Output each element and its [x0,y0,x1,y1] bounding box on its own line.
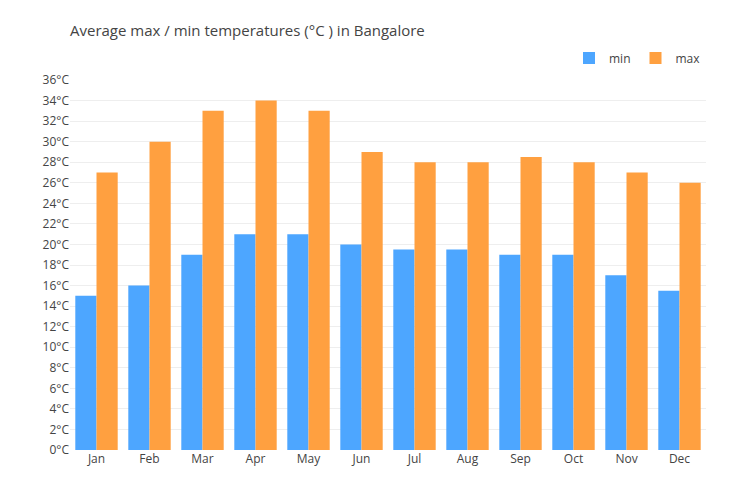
svg-text:14°C: 14°C [43,297,70,314]
svg-text:Aug: Aug [457,450,479,467]
svg-text:26°C: 26°C [43,174,70,191]
svg-text:30°C: 30°C [43,133,70,150]
svg-text:Jan: Jan [87,450,105,467]
svg-text:16°C: 16°C [43,277,70,294]
svg-text:Dec: Dec [669,450,690,467]
svg-text:Average max / min temperatures: Average max / min temperatures (°C ) in … [70,20,425,40]
svg-text:Nov: Nov [615,450,637,467]
svg-text:min: min [609,50,631,67]
svg-text:Sep: Sep [510,450,531,467]
svg-text:12°C: 12°C [43,318,70,335]
svg-text:6°C: 6°C [49,380,69,397]
svg-text:Mar: Mar [191,450,213,467]
svg-text:8°C: 8°C [49,359,69,376]
svg-text:36°C: 36°C [43,71,70,88]
svg-text:22°C: 22°C [43,215,70,232]
svg-text:May: May [297,450,321,467]
svg-text:28°C: 28°C [43,153,70,170]
svg-text:Jul: Jul [407,450,422,467]
svg-text:Feb: Feb [139,450,159,467]
svg-text:34°C: 34°C [43,92,70,109]
svg-text:Jun: Jun [352,450,371,467]
svg-text:20°C: 20°C [43,236,70,253]
svg-text:Oct: Oct [564,450,583,467]
svg-text:18°C: 18°C [43,256,70,273]
svg-text:10°C: 10°C [43,338,70,355]
svg-text:max: max [676,50,701,67]
svg-text:2°C: 2°C [49,421,69,438]
svg-text:0°C: 0°C [49,441,69,458]
svg-text:24°C: 24°C [43,195,70,212]
svg-text:4°C: 4°C [49,400,69,417]
svg-text:Apr: Apr [246,450,266,467]
svg-text:32°C: 32°C [43,112,70,129]
